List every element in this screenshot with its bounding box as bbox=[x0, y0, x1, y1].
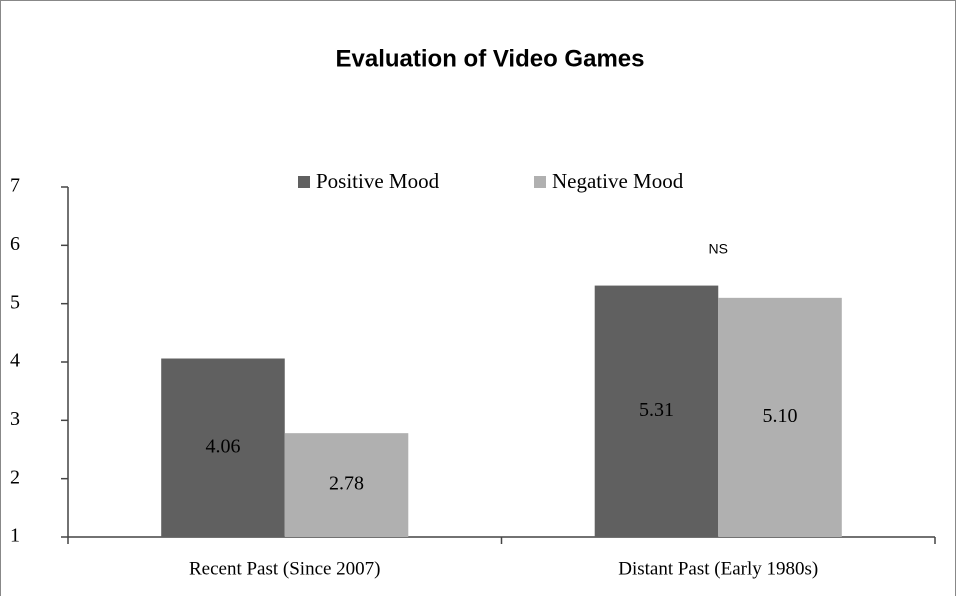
value-label: 5.10 bbox=[763, 405, 798, 427]
value-label: 5.31 bbox=[639, 399, 674, 421]
bar bbox=[594, 285, 719, 537]
y-tick-label: 4 bbox=[10, 350, 20, 372]
bar bbox=[161, 358, 285, 537]
annotation: NS bbox=[709, 241, 728, 257]
y-tick-label: 3 bbox=[10, 408, 20, 430]
bar bbox=[718, 297, 842, 537]
legend-swatch bbox=[298, 176, 310, 188]
chart-title: Evaluation of Video Games bbox=[336, 45, 645, 72]
x-tick-label: Distant Past (Early 1980s) bbox=[618, 558, 818, 579]
legend-label: Negative Mood bbox=[552, 169, 684, 193]
y-tick-label: 2 bbox=[10, 466, 20, 488]
y-tick-label: 1 bbox=[10, 525, 20, 547]
bar bbox=[284, 433, 409, 537]
x-tick-label: Recent Past (Since 2007) bbox=[189, 558, 381, 579]
value-label: 4.06 bbox=[205, 435, 240, 457]
y-tick-label: 5 bbox=[10, 291, 20, 313]
y-tick-label: 7 bbox=[10, 175, 20, 197]
y-tick-label: 6 bbox=[10, 233, 20, 255]
value-label: 2.78 bbox=[329, 473, 364, 495]
legend-label: Positive Mood bbox=[316, 169, 440, 193]
legend-swatch bbox=[534, 176, 546, 188]
